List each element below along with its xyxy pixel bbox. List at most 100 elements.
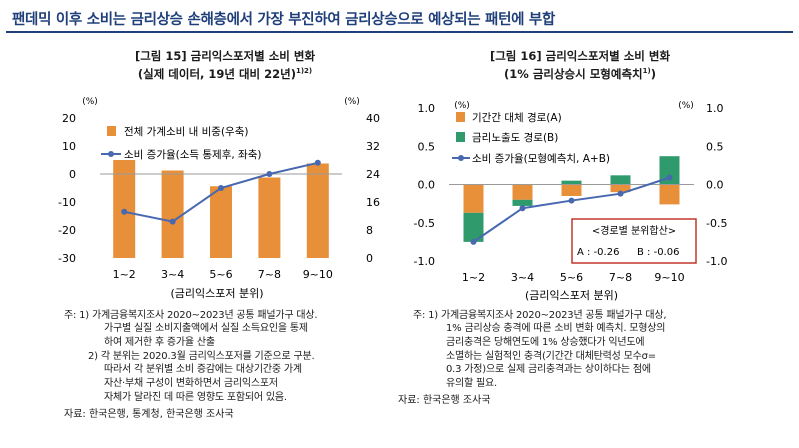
right-y-tick: 8: [366, 224, 373, 237]
bar-path-a: [561, 184, 582, 196]
left-y-tick: 0.5: [418, 140, 436, 153]
x-tick-label: 5~6: [209, 268, 232, 281]
left-y-tick: -30: [58, 252, 76, 265]
x-tick-label: 1~2: [462, 271, 485, 284]
page-headline: 팬데믹 이후 소비는 금리상승 손해층에서 가장 부진하여 금리상승으로 예상되…: [12, 12, 555, 28]
left-chart-title-line2: (실제 데이터, 19년 대비 22년): [137, 66, 296, 81]
annotation-box: [571, 218, 697, 264]
right-y-tick: 1.0: [706, 102, 724, 115]
left-note-line: 자체가 달라진 데 따른 영향도 포함되어 있음.: [104, 392, 287, 403]
bar-path-a: [463, 184, 484, 213]
left-y-tick: 10: [62, 140, 76, 153]
x-axis-label: (금리익스포저 분위): [170, 287, 263, 300]
legend-label: 소비 증가율(모형예측치, A+B): [472, 152, 610, 165]
growth-point: [121, 208, 128, 215]
legend-swatch-bar: [107, 126, 116, 136]
bar-share: [210, 186, 232, 258]
bar-path-a: [659, 184, 680, 205]
bar-path-a: [512, 184, 533, 200]
x-tick-label: 7~8: [609, 271, 632, 284]
x-tick-label: 9~10: [303, 268, 333, 281]
right-y-tick: 0.0: [706, 179, 724, 192]
x-tick-label: 5~6: [560, 271, 583, 284]
left-axis-unit: (%): [454, 101, 470, 111]
bar-path-b: [610, 175, 631, 185]
right-source: 자료: 한국은행 조사국: [398, 395, 491, 406]
headline-divider: [6, 31, 793, 33]
x-axis-label: (금리익스포저 분위): [525, 289, 618, 302]
x-tick-label: 7~8: [258, 268, 281, 281]
right-chart-title-line2: (1% 금리상승시 모형예측치: [504, 66, 643, 81]
annotation-b: B : -0.06: [637, 247, 679, 258]
left-axis-unit: (%): [82, 97, 98, 107]
left-note-line: 2) 각 분위는 2020.3월 금리익스포저를 기준으로 구분.: [88, 351, 315, 362]
left-note-line: 따라서 각 분위별 소비 증감에는 대상기간중 가계: [104, 364, 302, 375]
left-note-line: 가구별 실질 소비지출액에서 실질 소득요인을 통제: [104, 323, 308, 334]
left-note-line: 주: 1) 가계금융복지조사 2020~2023년 공통 패널가구 대상.: [64, 310, 318, 321]
left-source: 자료: 한국은행, 통계청, 한국은행 조사국: [64, 409, 234, 420]
bar-share: [161, 170, 184, 258]
right-y-tick: 0.5: [706, 140, 724, 153]
right-y-tick: 32: [366, 140, 380, 153]
annotation-a: A : -0.26: [577, 247, 619, 258]
legend-label: 기간간 대체 경로(A): [472, 111, 562, 124]
bar-path-a: [610, 184, 631, 193]
right-chart-title-sup: 1): [642, 67, 651, 75]
model-point: [470, 238, 477, 245]
left-y-tick: -1.0: [414, 255, 435, 268]
right-axis-unit: (%): [344, 97, 360, 107]
left-y-tick: 0: [69, 168, 76, 181]
bar-path-b: [561, 180, 582, 185]
legend-label: 금리노출도 경로(B): [472, 131, 558, 144]
right-y-tick: 16: [366, 196, 380, 209]
bar-path-b: [463, 212, 484, 242]
x-tick-label: 9~10: [654, 271, 684, 284]
legend-swatch-point: [108, 151, 114, 157]
model-point: [666, 174, 673, 181]
left-y-tick: 20: [62, 112, 76, 125]
right-chart-title: [그림 16] 금리익스포저별 소비 변화 (1% 금리상승시 모형예측치1)): [415, 49, 745, 82]
bar-path-b: [512, 199, 533, 206]
left-y-tick: -10: [58, 196, 76, 209]
left-chart-title-line1: [그림 15] 금리익스포저별 소비 변화: [134, 49, 316, 63]
right-note-line: 소멸하는 실험적인 충격(기간간 대체탄력성 모수σ=: [446, 351, 656, 362]
model-point: [519, 205, 526, 212]
right-axis-unit: (%): [678, 101, 694, 111]
right-note-line: 1% 금리상승 충격에 따른 소비 변화 예측치. 모형상의: [446, 323, 666, 334]
bar-share: [306, 163, 329, 258]
right-y-tick: 40: [366, 112, 380, 125]
left-y-tick: 1.0: [418, 102, 436, 115]
x-tick-label: 3~4: [161, 268, 184, 281]
right-note-line: 유의할 필요.: [446, 378, 497, 389]
right-y-tick: 24: [366, 168, 380, 181]
left-chart-title-sup: 1)2): [295, 67, 313, 75]
left-y-tick: 0.0: [418, 179, 436, 192]
right-chart-title-line1: [그림 16] 금리익스포저별 소비 변화: [489, 49, 671, 63]
left-chart-title: [그림 15] 금리익스포저별 소비 변화 (실제 데이터, 19년 대비 22…: [60, 49, 390, 82]
model-point: [568, 197, 575, 204]
left-y-tick: -20: [58, 224, 76, 237]
legend-swatch-b: [456, 132, 465, 142]
model-point: [617, 190, 624, 197]
right-chart: (%) (%) 1.0 0.5 0.0 -0.5 -1.0 1.0 0.5 0.0 -0.5 -1.0…: [414, 101, 728, 302]
left-chart: (%) (%) 20 10 0 -10 -20 -30 40 32 24 16 8 0 1~2 3~4 5~6 7…: [58, 97, 380, 300]
x-tick-label: 3~4: [511, 271, 534, 284]
right-y-tick: -1.0: [706, 255, 727, 268]
legend-label: 소비 증가율(소득 통제후, 좌축): [124, 149, 261, 161]
legend-label: 전체 가계소비 내 비중(우축): [124, 126, 248, 138]
legend-swatch-a: [456, 112, 465, 122]
left-y-tick: -0.5: [414, 217, 435, 230]
left-note-line: 자산·부채 구성이 변화하면서 금리익스포저: [104, 378, 278, 389]
growth-point: [218, 185, 224, 191]
growth-point: [169, 218, 176, 225]
right-chart-title-line2-end: ): [650, 66, 656, 81]
right-note-line: 0.3 가정)으로 실제 금리충격과는 상이하다는 점에: [446, 364, 651, 375]
right-note-line: 주: 1) 가계금융복지조사 2020~2023년 공통 패널가구 대상,: [413, 310, 667, 321]
x-tick-label: 1~2: [113, 268, 136, 281]
bar-share: [258, 177, 281, 258]
annotation-title: <경로별 분위합산>: [592, 224, 676, 237]
right-y-tick: 0: [366, 252, 373, 265]
growth-point: [266, 171, 273, 177]
legend-swatch-point: [458, 155, 464, 161]
left-note-line: 하여 제거한 후 증가율 산출: [104, 337, 215, 348]
